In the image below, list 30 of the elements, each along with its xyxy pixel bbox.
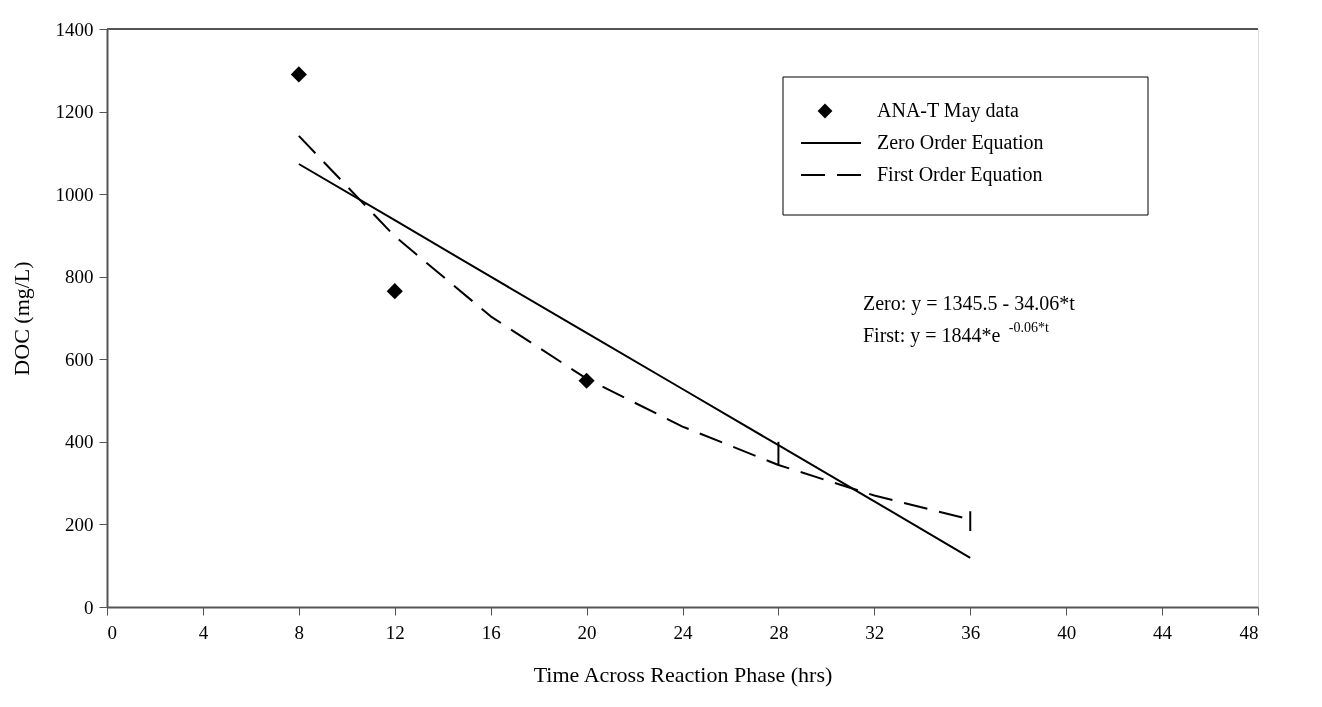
y-tick-label: 1000: [55, 183, 94, 205]
x-tick-label: 48: [1239, 621, 1259, 643]
x-tick-label: 40: [1057, 621, 1077, 643]
x-tick-label: 0: [107, 621, 117, 643]
x-tick-label: 28: [769, 621, 789, 643]
x-tick-label: 8: [294, 621, 305, 643]
legend-label: First Order Equation: [877, 163, 1043, 186]
point: [386, 283, 403, 300]
point: [290, 66, 307, 83]
x-axis-title: Time Across Reaction Phase (hrs): [533, 661, 833, 687]
x-tick-label: 4: [198, 621, 209, 643]
y-tick-label: 800: [65, 266, 94, 288]
x-tick-label: 20: [577, 621, 597, 643]
y-tick-label: 0: [84, 596, 94, 618]
legend-label: ANA-T May data: [877, 99, 1019, 122]
annotation: Zero: y = 1345.5 - 34.06*t: [863, 292, 1076, 315]
y-tick-label: 1400: [55, 18, 94, 40]
x-tick-label: 32: [865, 621, 885, 643]
y-tick-label: 1200: [55, 101, 94, 123]
x-tick-label: 24: [673, 621, 693, 643]
y-tick-label: 600: [65, 348, 94, 370]
legend-label: Zero Order Equation: [877, 131, 1044, 154]
x-tick-label: 12: [385, 621, 405, 643]
x-tick-label: 16: [481, 621, 501, 643]
annotation: First: y = 1844*e-0.06*t: [863, 320, 1049, 347]
y-axis-title: DOC (mg/L): [8, 261, 34, 376]
x-tick-label: 44: [1153, 621, 1173, 643]
y-tick-label: 400: [65, 431, 94, 453]
y-tick-label: 200: [65, 513, 94, 535]
x-tick-label: 36: [961, 621, 981, 643]
